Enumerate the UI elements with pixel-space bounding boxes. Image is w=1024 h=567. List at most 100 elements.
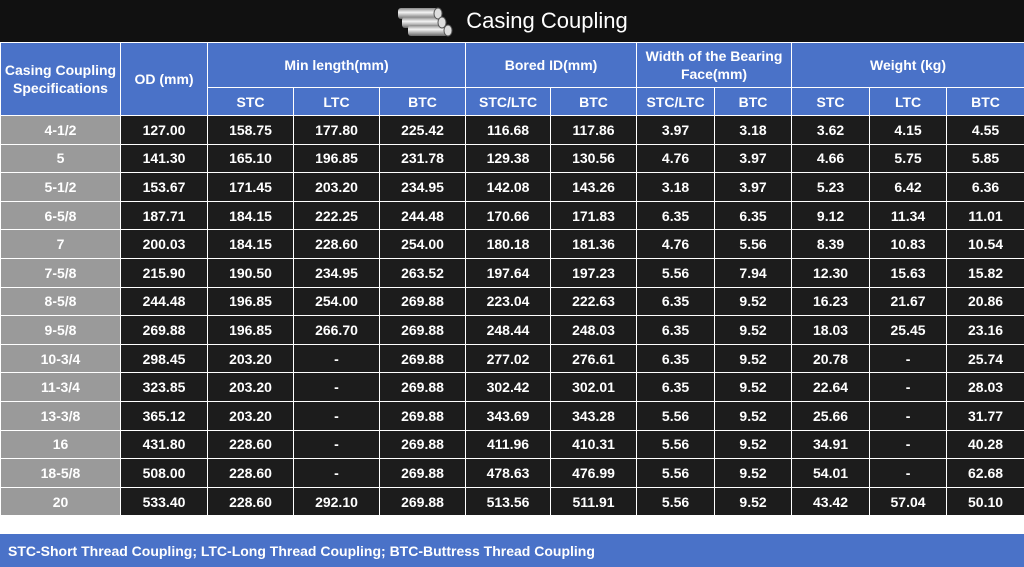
data-cell: 513.56 <box>465 486 552 517</box>
data-cell: 302.42 <box>465 372 552 402</box>
data-cell: 16.23 <box>791 286 871 317</box>
data-cell: 9.52 <box>714 486 793 517</box>
data-cell: 180.18 <box>465 229 552 259</box>
data-cell: 222.25 <box>293 200 380 231</box>
data-cell: 5.56 <box>636 400 716 431</box>
data-cell: 269.88 <box>378 315 467 345</box>
data-cell: 9.52 <box>714 429 793 460</box>
sub-header: STC <box>791 87 871 116</box>
spec-cell: 20 <box>0 486 121 517</box>
sub-header: BTC <box>378 87 467 116</box>
spec-cell: 4-1/2 <box>0 115 121 145</box>
data-cell: 5.85 <box>946 143 1024 174</box>
data-cell: 302.01 <box>550 372 638 402</box>
column-header: Width of the Bearing Face(mm) <box>636 42 793 88</box>
data-cell: 11.01 <box>946 200 1024 231</box>
data-cell: 171.83 <box>550 200 638 231</box>
footer-note: STC-Short Thread Coupling; LTC-Long Thre… <box>0 534 1024 567</box>
data-cell: 127.00 <box>120 115 208 145</box>
data-cell: 62.68 <box>946 458 1024 488</box>
subheader-row: STC LTC BTC STC/LTC BTC STC/LTC BTC STC LTC BTC <box>1 87 1024 116</box>
data-cell: 54.01 <box>791 458 871 488</box>
spec-cell: 18-5/8 <box>0 458 121 488</box>
coupling-table: Casing Coupling Specifications OD (mm) Min… <box>0 42 1024 517</box>
data-cell: 269.88 <box>378 458 467 488</box>
data-cell: 28.03 <box>946 372 1024 402</box>
data-cell: 533.40 <box>120 486 208 517</box>
spec-cell: 5-1/2 <box>0 172 121 202</box>
data-cell: 9.52 <box>714 400 793 431</box>
data-cell: 269.88 <box>378 372 467 402</box>
data-cell: 158.75 <box>207 115 294 145</box>
column-header: Min length(mm) <box>206 42 467 88</box>
data-cell: 25.45 <box>869 315 948 345</box>
data-row: 10-3/4 298.45 203.20-269.88 277.02 276.61 6.3… <box>0 343 1024 374</box>
data-cell: 116.68 <box>465 115 552 145</box>
data-cell: 231.78 <box>378 143 467 174</box>
data-cell: 5.56 <box>714 229 793 259</box>
data-cell: 6.35 <box>636 315 716 345</box>
data-cell: 223.04 <box>465 286 552 317</box>
spec-cell: 7-5/8 <box>0 257 121 288</box>
data-row: 13-3/8 365.12 203.20-269.88 343.69 343.28 5.5… <box>0 400 1024 431</box>
data-cell: 181.36 <box>550 229 638 259</box>
data-cell: 187.71 <box>120 200 208 231</box>
data-cell: 6.35 <box>636 286 716 317</box>
pipe-icon <box>398 7 453 37</box>
data-cell: 248.03 <box>550 315 638 345</box>
sub-header: STC/LTC <box>636 87 716 116</box>
data-cell: 25.66 <box>791 400 871 431</box>
data-cell: 4.66 <box>791 143 871 174</box>
header-row: Casing Coupling Specifications OD (mm) Min… <box>0 42 1024 116</box>
data-cell: 269.88 <box>120 315 208 345</box>
data-cell: 143.26 <box>550 172 638 202</box>
spec-cell: 9-5/8 <box>0 315 121 345</box>
data-cell: 8.39 <box>791 229 871 259</box>
data-row: 6-5/8 187.71 184.15 222.25 244.48 170.66 171.8… <box>0 200 1024 231</box>
sub-header: BTC <box>714 87 793 116</box>
data-cell: 10.83 <box>869 229 948 259</box>
data-cell: 343.69 <box>465 400 552 431</box>
data-cell: 508.00 <box>120 458 208 488</box>
data-cell: 269.88 <box>378 286 467 317</box>
data-cell: - <box>293 400 380 431</box>
data-cell: 3.62 <box>791 115 871 145</box>
data-cell: 21.67 <box>869 286 948 317</box>
data-cell: 6.35 <box>714 200 793 231</box>
data-cell: 5.56 <box>636 458 716 488</box>
column-header: Bored ID(mm) <box>465 42 638 88</box>
data-cell: 6.35 <box>636 372 716 402</box>
data-cell: 190.50 <box>207 257 294 288</box>
data-cell: 215.90 <box>120 257 208 288</box>
data-cell: 12.30 <box>791 257 871 288</box>
data-cell: 266.70 <box>293 315 380 345</box>
data-cell: - <box>293 429 380 460</box>
data-cell: 365.12 <box>120 400 208 431</box>
data-row: 16 431.80 228.60-269.88 411.96 410.31 5.56 9.5… <box>0 429 1024 460</box>
data-cell: 18.03 <box>791 315 871 345</box>
data-cell: 184.15 <box>207 229 294 259</box>
data-cell: 165.10 <box>207 143 294 174</box>
data-cell: 141.30 <box>120 143 208 174</box>
data-cell: 5.56 <box>636 257 716 288</box>
data-cell: - <box>869 372 948 402</box>
data-cell: 11.34 <box>869 200 948 231</box>
data-cell: 5.56 <box>636 429 716 460</box>
data-row: 5 141.30 165.10 196.85 231.78 129.38 130.56 4.7… <box>0 143 1024 174</box>
data-cell: 50.10 <box>946 486 1024 517</box>
data-cell: 431.80 <box>120 429 208 460</box>
data-cell: 3.18 <box>636 172 716 202</box>
data-cell: 225.42 <box>378 115 467 145</box>
data-cell: - <box>293 372 380 402</box>
data-cell: 196.85 <box>207 286 294 317</box>
data-row: 4-1/2 127.00 158.75 177.80 225.42 116.68 117.8… <box>0 115 1024 145</box>
data-cell: 292.10 <box>293 486 380 517</box>
data-cell: 248.44 <box>465 315 552 345</box>
data-row: 5-1/2 153.67 171.45 203.20 234.95 142.08 143.2… <box>0 172 1024 202</box>
data-cell: 478.63 <box>465 458 552 488</box>
data-cell: 6.35 <box>636 200 716 231</box>
title-bar: Casing Coupling <box>0 0 1024 42</box>
data-cell: 40.28 <box>946 429 1024 460</box>
column-header: Casing Coupling Specifications <box>0 42 121 116</box>
title: Casing Coupling <box>466 8 628 33</box>
